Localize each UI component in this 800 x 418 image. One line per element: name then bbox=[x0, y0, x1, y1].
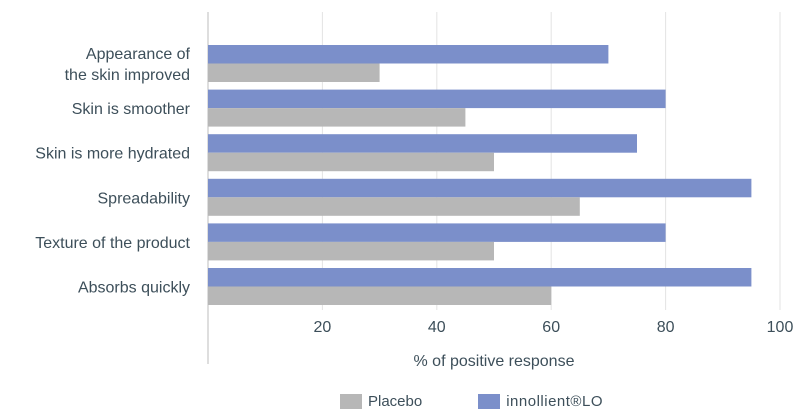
bar-placebo-5 bbox=[208, 286, 552, 305]
bar-innollient-4 bbox=[208, 223, 666, 242]
bar-innollient-0 bbox=[208, 45, 609, 64]
legend-label-innollient: innollient®LO bbox=[506, 393, 603, 410]
legend-swatch-placebo bbox=[340, 394, 362, 409]
bar-innollient-2 bbox=[208, 134, 637, 153]
legend-item-placebo: Placebo bbox=[340, 393, 422, 410]
x-tick-label-40: 40 bbox=[428, 319, 446, 336]
category-label-4: Texture of the product bbox=[35, 235, 190, 252]
x-tick-label-60: 60 bbox=[542, 319, 560, 336]
category-label-3: Spreadability bbox=[98, 190, 191, 207]
bar-placebo-1 bbox=[208, 108, 466, 127]
bar-innollient-5 bbox=[208, 268, 752, 287]
legend-item-innollient: innollient®LO bbox=[478, 393, 603, 410]
x-tick-label-20: 20 bbox=[314, 319, 332, 336]
bar-placebo-4 bbox=[208, 241, 494, 261]
x-tick-label-100: 100 bbox=[767, 319, 794, 336]
legend-label-placebo: Placebo bbox=[368, 393, 423, 410]
category-label-0-line0: Appearance of bbox=[86, 46, 191, 63]
category-label-5: Absorbs quickly bbox=[78, 280, 190, 297]
legend-swatch-innollient bbox=[478, 394, 501, 409]
category-label-1: Skin is smoother bbox=[72, 101, 191, 118]
category-label-0-line1: the skin improved bbox=[65, 67, 190, 84]
bar-placebo-0 bbox=[208, 63, 380, 82]
bar-placebo-3 bbox=[208, 197, 580, 216]
category-label-2: Skin is more hydrated bbox=[35, 146, 190, 163]
x-tick-label-80: 80 bbox=[657, 319, 675, 336]
bar-innollient-3 bbox=[208, 178, 752, 198]
x-axis-title: % of positive response bbox=[414, 353, 575, 370]
legend: Placebo innollient®LO bbox=[340, 393, 659, 410]
bar-innollient-1 bbox=[208, 89, 666, 109]
bar-placebo-2 bbox=[208, 152, 494, 172]
